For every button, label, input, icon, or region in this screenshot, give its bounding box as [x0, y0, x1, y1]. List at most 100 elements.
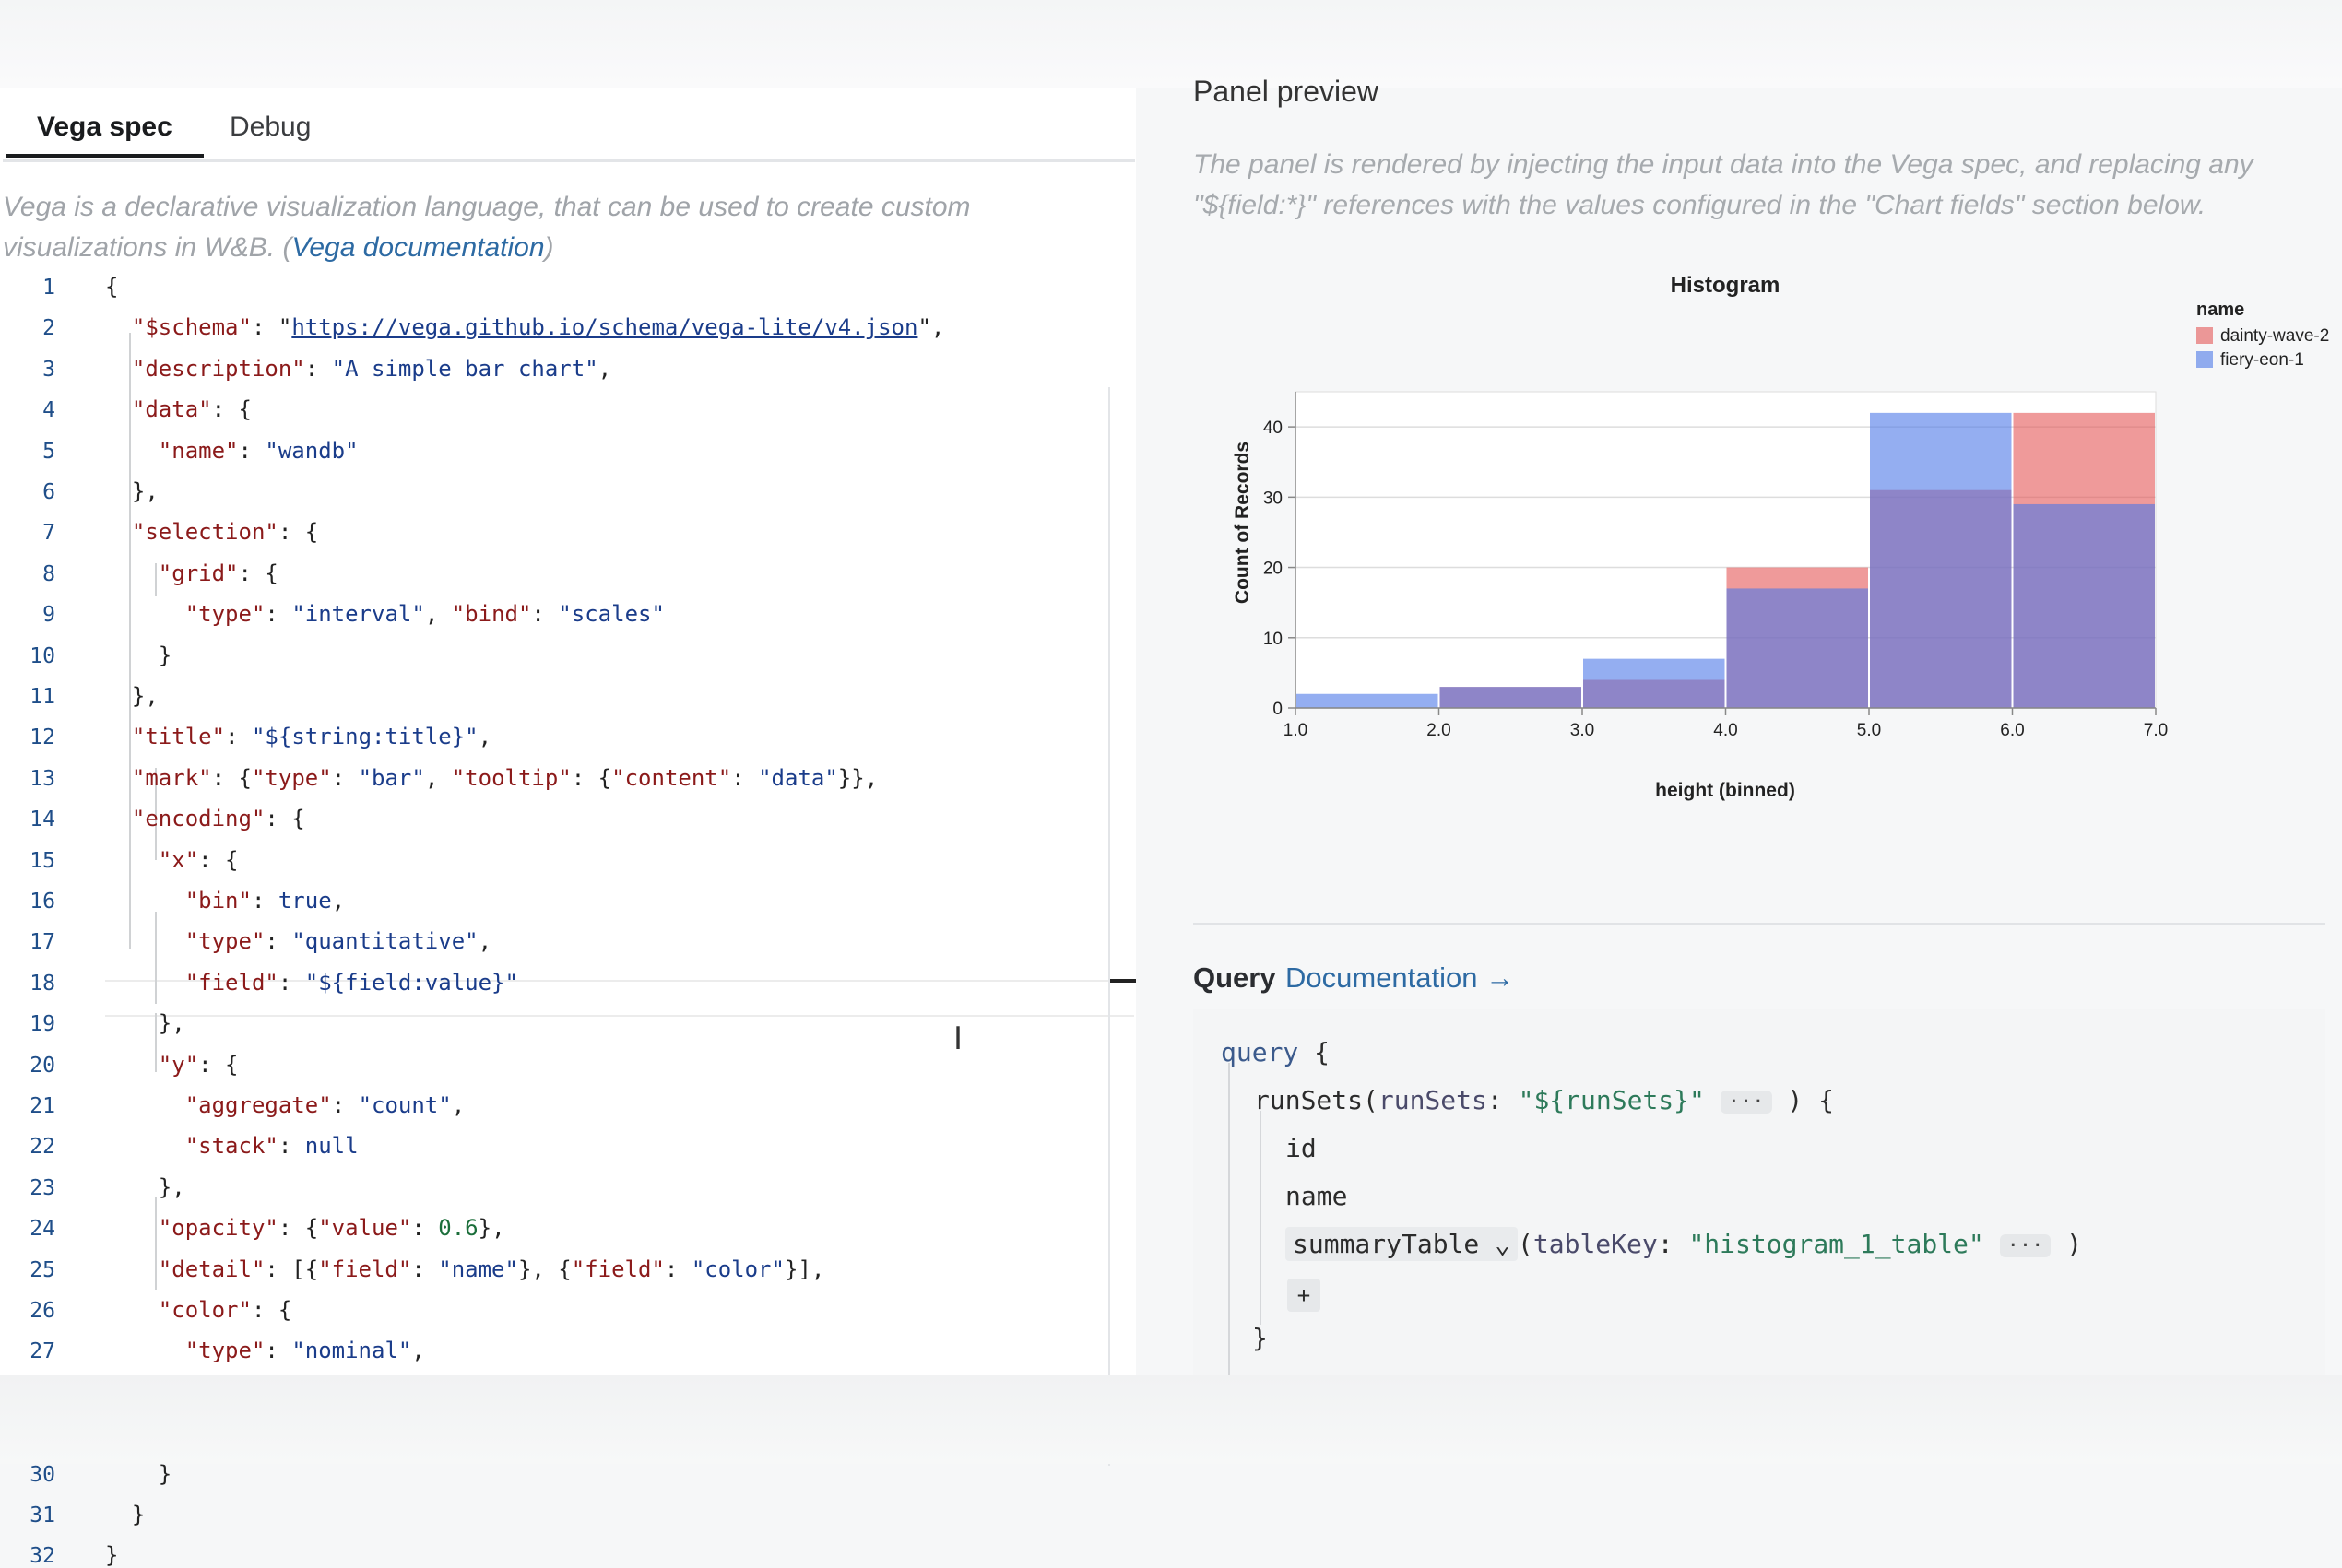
- top-bar: [0, 0, 2342, 88]
- section-divider: [1193, 923, 2325, 925]
- line-number: 4: [42, 398, 55, 423]
- field-name[interactable]: name: [1285, 1181, 1348, 1211]
- chart-bars: [1296, 412, 2155, 708]
- code-line[interactable]: "encoding": {: [131, 806, 305, 832]
- line-number: 18: [30, 971, 55, 996]
- editor-scrollbar[interactable]: [1108, 387, 1110, 1466]
- tab-debug[interactable]: Debug: [230, 112, 312, 142]
- bar-fiery-eon-1: [1726, 588, 1868, 708]
- code-line[interactable]: "y": {: [158, 1051, 239, 1078]
- x-tick-label: 5.0: [1857, 721, 1881, 740]
- query-keyword: query: [1221, 1037, 1299, 1067]
- y-tick-label: 40: [1263, 419, 1283, 438]
- bar-fiery-eon-1: [1870, 412, 2012, 708]
- runsets-fn: runSets(: [1254, 1085, 1378, 1115]
- code-line[interactable]: "field": "${field:value}": [184, 969, 518, 996]
- code-line[interactable]: },: [158, 1173, 185, 1200]
- line-number: 5: [42, 439, 55, 464]
- code-line[interactable]: "type": "quantitative",: [184, 928, 492, 955]
- code-line[interactable]: "description": "A simple bar chart",: [131, 355, 612, 382]
- code-line[interactable]: "aggregate": "count",: [184, 1092, 466, 1118]
- line-number: 10: [30, 643, 55, 668]
- summary-more-button[interactable]: ···: [1999, 1233, 2052, 1257]
- code-line[interactable]: "mark": {"type": "bar", "tooltip": {"con…: [131, 764, 879, 791]
- legend-label: fiery-eon-1: [2220, 350, 2304, 370]
- legend-label: dainty-wave-2: [2220, 326, 2329, 346]
- legend-swatch: [2196, 327, 2213, 344]
- line-number: 14: [30, 808, 55, 832]
- code-line[interactable]: {: [105, 274, 119, 300]
- chart-title: Histogram: [1671, 273, 1780, 298]
- code-line[interactable]: "x": {: [158, 846, 239, 873]
- line-number: 9: [42, 603, 55, 628]
- query-title: Query: [1193, 961, 1276, 994]
- vega-documentation-link[interactable]: Vega documentation: [291, 232, 545, 263]
- vega-spec-panel: Vega spec Debug Vega is a declarative vi…: [0, 88, 1136, 1568]
- line-number: 13: [30, 766, 55, 791]
- chevron-down-icon: ⌄: [1495, 1229, 1511, 1259]
- indent-guide: [155, 768, 157, 860]
- code-line[interactable]: }: [131, 1502, 146, 1527]
- code-line[interactable]: }: [105, 1542, 119, 1568]
- indent-guide: [155, 1197, 157, 1290]
- code-line[interactable]: "opacity": {"value": 0.6},: [158, 1215, 505, 1242]
- code-line[interactable]: "name": "wandb": [158, 437, 359, 464]
- code-line[interactable]: "stack": null: [184, 1133, 359, 1160]
- y-tick-label: 0: [1272, 700, 1283, 719]
- code-line[interactable]: "type": "interval", "bind": "scales": [184, 601, 665, 628]
- line-number: 17: [30, 930, 55, 955]
- tab-vega-spec[interactable]: Vega spec: [6, 100, 204, 158]
- runsets-value: "${runSets}": [1518, 1085, 1705, 1115]
- code-line[interactable]: "selection": {: [131, 519, 319, 546]
- code-line[interactable]: },: [131, 478, 159, 504]
- indent-guide: [155, 1013, 157, 1072]
- runsets-line: runSets(runSets: "${runSets}" ··· ) {: [1254, 1085, 1834, 1115]
- runsets-more-button[interactable]: ···: [1720, 1090, 1772, 1114]
- summary-value: "histogram_1_table": [1688, 1229, 1984, 1259]
- code-line[interactable]: "data": {: [131, 396, 252, 423]
- code-line[interactable]: }: [158, 642, 172, 668]
- code-line[interactable]: "bin": true,: [184, 888, 346, 914]
- x-tick-label: 4.0: [1713, 721, 1737, 740]
- line-number: 16: [30, 890, 55, 914]
- line-number: 15: [30, 848, 55, 873]
- code-line[interactable]: },: [158, 1010, 185, 1037]
- line-number: 6: [42, 480, 55, 504]
- current-line-highlight: [105, 980, 1134, 1017]
- code-line[interactable]: "grid": {: [158, 560, 278, 586]
- summary-table-dropdown[interactable]: summaryTable ⌄: [1285, 1227, 1519, 1261]
- chart-y-label: Count of Records: [1232, 442, 1253, 604]
- code-line[interactable]: "type": "nominal",: [184, 1338, 425, 1364]
- code-line[interactable]: },: [131, 683, 159, 709]
- add-field-button[interactable]: +: [1287, 1279, 1320, 1312]
- chart-x-label: height (binned): [1655, 780, 1795, 801]
- line-number: 26: [30, 1299, 55, 1323]
- plot-area: [1295, 391, 2157, 709]
- summary-line: summaryTable ⌄ (tableKey: "histogram_1_ta…: [1285, 1227, 2082, 1261]
- panel-preview-title: Panel preview: [1193, 75, 1378, 108]
- code-line[interactable]: }: [158, 1460, 172, 1487]
- histogram-chart: Histogram Count of Records height (binne…: [1232, 273, 2329, 801]
- code-line[interactable]: "color": {: [158, 1297, 292, 1323]
- line-number: 7: [42, 521, 55, 546]
- code-line[interactable]: "$schema": "https://vega.github.io/schem…: [131, 314, 945, 341]
- indent-guide: [155, 912, 157, 1004]
- intro-body: Vega is a declarative visualization lang…: [3, 192, 971, 263]
- query-editor[interactable]: query { runSets(runSets: "${runSets}" ··…: [1193, 1009, 2325, 1375]
- bar-fiery-eon-1: [1439, 687, 1581, 708]
- line-number: 11: [30, 685, 55, 709]
- line-number: 8: [42, 561, 55, 586]
- code-editor[interactable]: 1 {2 "$schema": "https://vega.github.io/s…: [0, 274, 1136, 1568]
- code-line[interactable]: "title": "${string:title}",: [131, 724, 492, 750]
- query-documentation-link[interactable]: Documentation →: [1285, 961, 1515, 994]
- chart-grid: [1295, 391, 2157, 709]
- field-id[interactable]: id: [1285, 1133, 1317, 1163]
- bottom-bar: [0, 1375, 2342, 1464]
- query-line: query {: [1221, 1037, 1330, 1067]
- line-number: 23: [30, 1175, 55, 1200]
- code-line[interactable]: "detail": [{"field": "name"}, {"field": …: [158, 1256, 825, 1282]
- legend-swatch: [2196, 351, 2213, 368]
- bar-fiery-eon-1: [2013, 503, 2155, 708]
- x-tick-label: 3.0: [1570, 721, 1594, 740]
- line-number: 30: [30, 1462, 55, 1487]
